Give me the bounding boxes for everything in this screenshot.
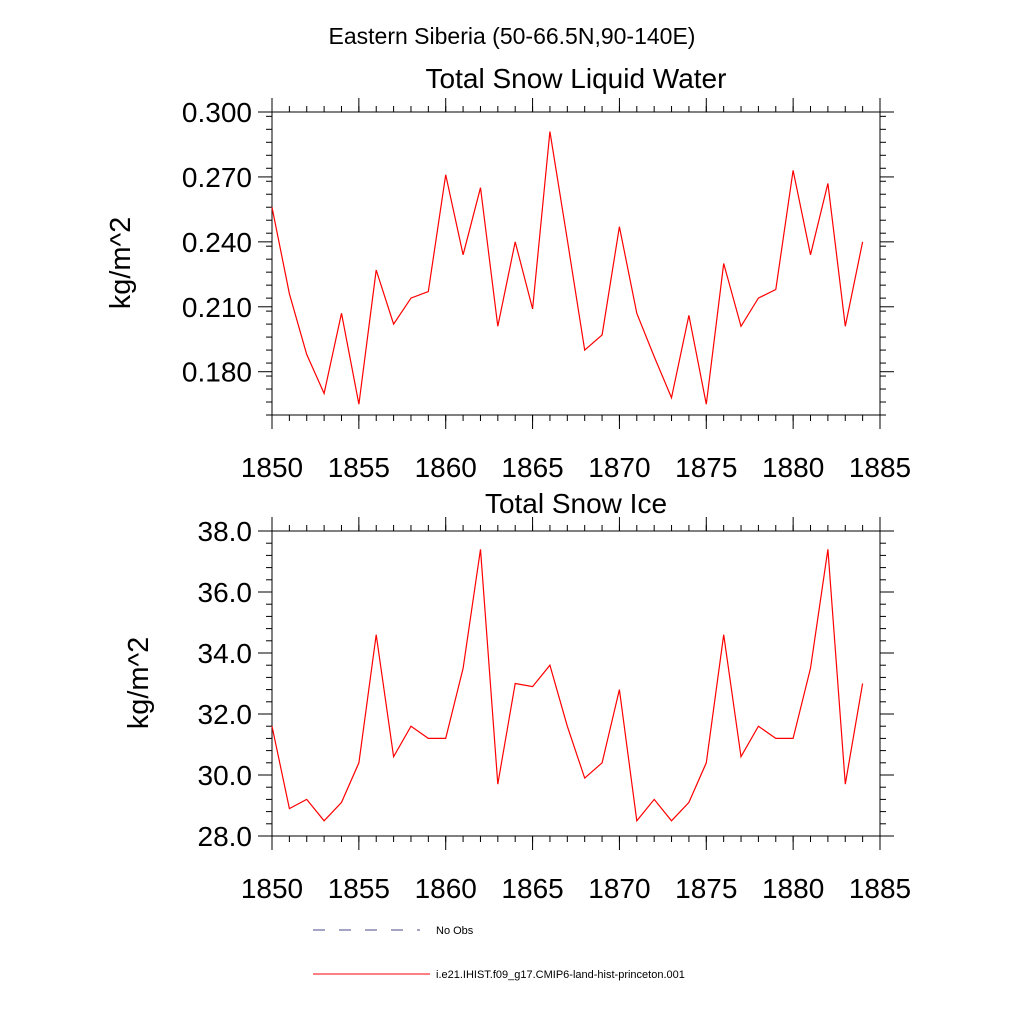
- x-tick-label: 1870: [588, 873, 650, 904]
- y-tick-label: 0.240: [182, 227, 252, 258]
- x-tick-label: 1875: [675, 873, 737, 904]
- legend-no-obs-label: No Obs: [436, 925, 474, 937]
- y-tick-label: 28.0: [198, 821, 253, 852]
- x-tick-label: 1865: [501, 873, 563, 904]
- panel-title: Total Snow Ice: [485, 488, 667, 519]
- y-tick-label: 0.270: [182, 162, 252, 193]
- snow-liquid-water-panel: Total Snow Liquid Water kg/m^2 0.180 0.210 0…: [105, 63, 911, 483]
- x-tick-label: 1865: [501, 452, 563, 483]
- y-tick-label: 38.0: [198, 516, 253, 547]
- y-tick-label: 0.180: [182, 357, 252, 388]
- series-line: [271, 131, 864, 405]
- x-tick-label: 1880: [762, 873, 824, 904]
- snow-ice-panel: Total Snow Ice kg/m^2 28.0 30.0 32.0 34.0 36.0…: [123, 488, 911, 904]
- x-tick-label: 1885: [849, 452, 911, 483]
- series-line: [271, 549, 864, 823]
- y-tick-label: 34.0: [198, 638, 253, 669]
- legend: No Obs i.e21.IHIST.f09_g17.CMIP6-land-hi…: [313, 925, 685, 981]
- x-tick-label: 1875: [675, 452, 737, 483]
- y-tick-label: 36.0: [198, 577, 253, 608]
- y-tick-label: 32.0: [198, 699, 253, 730]
- plot-frame: [271, 111, 881, 416]
- x-tick-label: 1870: [588, 452, 650, 483]
- y-axis-label: kg/m^2: [105, 217, 137, 310]
- legend-model-label: i.e21.IHIST.f09_g17.CMIP6-land-hist-prin…: [436, 969, 685, 981]
- x-tick-label: 1885: [849, 873, 911, 904]
- x-tick-label: 1850: [241, 873, 303, 904]
- panel-title: Total Snow Liquid Water: [426, 63, 727, 94]
- x-tick-label: 1880: [762, 452, 824, 483]
- x-tick-label: 1855: [328, 452, 390, 483]
- y-tick-label: 0.210: [182, 292, 252, 323]
- x-tick-label: 1855: [328, 873, 390, 904]
- figure-suptitle: Eastern Siberia (50-66.5N,90-140E): [329, 23, 696, 49]
- y-axis-label: kg/m^2: [123, 637, 155, 730]
- y-tick-label: 0.300: [182, 97, 252, 128]
- x-tick-label: 1850: [241, 452, 303, 483]
- x-tick-label: 1860: [415, 452, 477, 483]
- y-tick-label: 30.0: [198, 760, 253, 791]
- plot-frame: [271, 530, 881, 837]
- x-tick-label: 1860: [415, 873, 477, 904]
